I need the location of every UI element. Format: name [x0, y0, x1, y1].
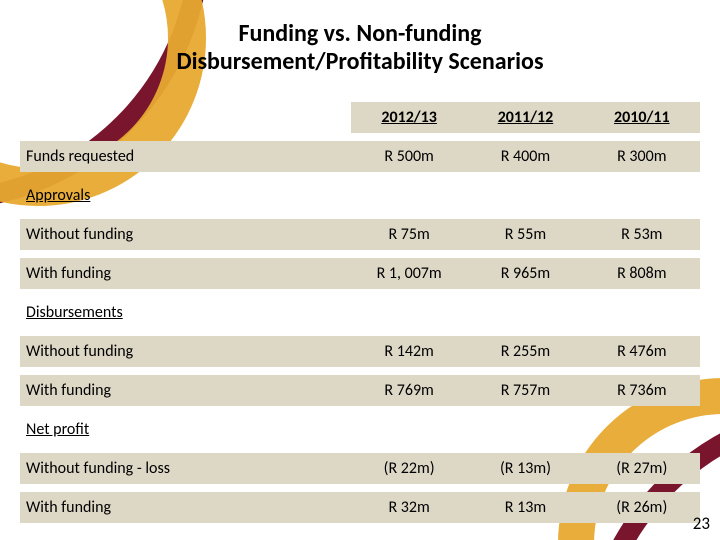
table-row: With funding R 32m R 13m (R 26m) — [20, 492, 700, 523]
cell: R 500m — [351, 141, 467, 172]
title-line-1: Funding vs. Non-funding — [238, 19, 481, 48]
table-row: With funding R 769m R 757m R 736m — [20, 375, 700, 406]
table-row: Without funding - loss (R 22m) (R 13m) (… — [20, 453, 700, 484]
page-title: Funding vs. Non-funding Disbursement/Pro… — [0, 20, 720, 75]
scenario-table: 2012/13 2011/12 2010/11 Funds requested … — [20, 102, 700, 523]
row-label: Without funding — [20, 219, 351, 250]
cell: R 736m — [584, 375, 700, 406]
section-label: Net profit — [20, 414, 351, 445]
cell: R 400m — [467, 141, 583, 172]
col-header: 2011/12 — [467, 102, 583, 133]
cell: R 53m — [584, 219, 700, 250]
cell: R 808m — [584, 258, 700, 289]
cell: R 255m — [467, 336, 583, 367]
cell: (R 27m) — [584, 453, 700, 484]
row-label: With funding — [20, 258, 351, 289]
header-blank — [20, 102, 351, 133]
page-number: 23 — [693, 513, 710, 534]
table-row: With funding R 1, 007m R 965m R 808m — [20, 258, 700, 289]
cell: (R 13m) — [467, 453, 583, 484]
slide: Funding vs. Non-funding Disbursement/Pro… — [0, 0, 720, 540]
cell: (R 22m) — [351, 453, 467, 484]
title-line-2: Disbursement/Profitability Scenarios — [176, 47, 543, 76]
cell: R 757m — [467, 375, 583, 406]
cell: R 476m — [584, 336, 700, 367]
section-label: Approvals — [20, 180, 351, 211]
row-label: With funding — [20, 375, 351, 406]
row-label: Without funding - loss — [20, 453, 351, 484]
row-label: With funding — [20, 492, 351, 523]
row-label: Funds requested — [20, 141, 351, 172]
section-label: Disbursements — [20, 297, 351, 328]
cell: R 55m — [467, 219, 583, 250]
section-heading: Net profit — [20, 414, 700, 445]
cell: R 13m — [467, 492, 583, 523]
table-row: Without funding R 75m R 55m R 53m — [20, 219, 700, 250]
cell: R 300m — [584, 141, 700, 172]
col-header: 2012/13 — [351, 102, 467, 133]
row-label: Without funding — [20, 336, 351, 367]
cell: R 769m — [351, 375, 467, 406]
table: 2012/13 2011/12 2010/11 Funds requested … — [20, 102, 700, 523]
col-header: 2010/11 — [584, 102, 700, 133]
cell: R 965m — [467, 258, 583, 289]
cell: R 142m — [351, 336, 467, 367]
cell: R 75m — [351, 219, 467, 250]
table-row: Without funding R 142m R 255m R 476m — [20, 336, 700, 367]
cell: (R 26m) — [584, 492, 700, 523]
table-row: Funds requested R 500m R 400m R 300m — [20, 141, 700, 172]
section-heading: Approvals — [20, 180, 700, 211]
cell: R 1, 007m — [351, 258, 467, 289]
section-heading: Disbursements — [20, 297, 700, 328]
cell: R 32m — [351, 492, 467, 523]
table-header-row: 2012/13 2011/12 2010/11 — [20, 102, 700, 133]
